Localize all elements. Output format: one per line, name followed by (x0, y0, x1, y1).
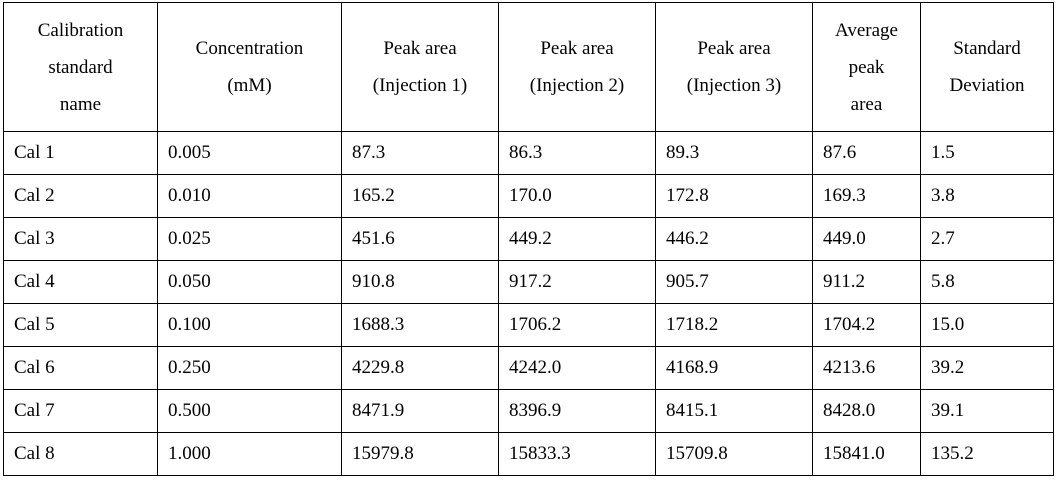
cell-standard-deviation: 15.0 (920, 303, 1054, 347)
cell-standard-deviation: 3.8 (920, 174, 1054, 218)
cell-standard-name: Cal 2 (3, 174, 158, 218)
table-body: Cal 1 0.005 87.3 86.3 89.3 87.6 1.5 Cal … (3, 131, 1054, 476)
cell-standard-name: Cal 6 (3, 346, 158, 390)
cell-average-peak-area: 1704.2 (812, 303, 921, 347)
header-line: Standard (953, 38, 1021, 59)
table-row: Cal 1 0.005 87.3 86.3 89.3 87.6 1.5 (3, 131, 1054, 175)
cell-concentration: 0.500 (157, 389, 342, 433)
cell-concentration: 0.050 (157, 260, 342, 304)
table-row: Cal 3 0.025 451.6 449.2 446.2 449.0 2.7 (3, 217, 1054, 261)
cell-standard-name: Cal 5 (3, 303, 158, 347)
cell-peak-area-3: 446.2 (655, 217, 813, 261)
cell-average-peak-area: 449.0 (812, 217, 921, 261)
cell-peak-area-3: 172.8 (655, 174, 813, 218)
cell-standard-deviation: 2.7 (920, 217, 1054, 261)
cell-standard-name: Cal 4 (3, 260, 158, 304)
cell-average-peak-area: 87.6 (812, 131, 921, 175)
header-line: Calibration (37, 19, 124, 41)
cell-peak-area-2: 449.2 (498, 217, 656, 261)
header-cell-concentration: Concentration (mM) (157, 2, 342, 132)
table-row: Cal 5 0.100 1688.3 1706.2 1718.2 1704.2 … (3, 303, 1054, 347)
cell-peak-area-3: 4168.9 (655, 346, 813, 390)
header-cell-peak-area-injection-2: Peak area (Injection 2) (498, 2, 656, 132)
cell-standard-deviation: 1.5 (920, 131, 1054, 175)
header-cell-peak-area-injection-1: Peak area (Injection 1) (341, 2, 499, 132)
cell-peak-area-1: 15979.8 (341, 432, 499, 476)
header-line: (Injection 2) (529, 75, 625, 96)
header-cell-average-peak-area: Average peak area (812, 2, 921, 132)
header-line: (Injection 1) (372, 75, 468, 96)
cell-average-peak-area: 169.3 (812, 174, 921, 218)
header-row: Calibration standard name Concentration … (3, 2, 1054, 132)
cell-standard-deviation: 5.8 (920, 260, 1054, 304)
cell-concentration: 1.000 (157, 432, 342, 476)
header-line: Deviation (949, 75, 1025, 96)
cell-peak-area-2: 8396.9 (498, 389, 656, 433)
header-cell-peak-area-injection-3: Peak area (Injection 3) (655, 2, 813, 132)
table-row: Cal 7 0.500 8471.9 8396.9 8415.1 8428.0 … (3, 389, 1054, 433)
cell-average-peak-area: 911.2 (812, 260, 921, 304)
cell-peak-area-2: 4242.0 (498, 346, 656, 390)
header-line: (mM) (227, 75, 272, 96)
cell-peak-area-3: 15709.8 (655, 432, 813, 476)
header-line: name (59, 93, 102, 115)
header-line: Concentration (195, 38, 304, 59)
header-line: Peak area (383, 38, 457, 59)
cell-peak-area-3: 89.3 (655, 131, 813, 175)
table-row: Cal 2 0.010 165.2 170.0 172.8 169.3 3.8 (3, 174, 1054, 218)
table-header: Calibration standard name Concentration … (3, 2, 1054, 132)
cell-standard-name: Cal 7 (3, 389, 158, 433)
calibration-table: Calibration standard name Concentration … (3, 2, 1054, 476)
header-cell-standard-deviation: Standard Deviation (920, 2, 1054, 132)
cell-concentration: 0.025 (157, 217, 342, 261)
cell-peak-area-3: 905.7 (655, 260, 813, 304)
cell-peak-area-1: 1688.3 (341, 303, 499, 347)
cell-peak-area-3: 1718.2 (655, 303, 813, 347)
cell-standard-name: Cal 3 (3, 217, 158, 261)
table-row: Cal 4 0.050 910.8 917.2 905.7 911.2 5.8 (3, 260, 1054, 304)
cell-average-peak-area: 15841.0 (812, 432, 921, 476)
cell-standard-deviation: 39.2 (920, 346, 1054, 390)
cell-concentration: 0.010 (157, 174, 342, 218)
header-line: Average (835, 19, 898, 41)
cell-concentration: 0.250 (157, 346, 342, 390)
cell-concentration: 0.100 (157, 303, 342, 347)
cell-peak-area-1: 451.6 (341, 217, 499, 261)
cell-peak-area-2: 1706.2 (498, 303, 656, 347)
cell-peak-area-2: 15833.3 (498, 432, 656, 476)
header-line: standard (48, 56, 113, 78)
cell-peak-area-1: 165.2 (341, 174, 499, 218)
cell-standard-name: Cal 8 (3, 432, 158, 476)
cell-peak-area-1: 87.3 (341, 131, 499, 175)
cell-peak-area-2: 917.2 (498, 260, 656, 304)
header-line: Peak area (540, 38, 614, 59)
cell-peak-area-1: 910.8 (341, 260, 499, 304)
cell-peak-area-2: 170.0 (498, 174, 656, 218)
header-line: Peak area (697, 38, 771, 59)
cell-peak-area-1: 4229.8 (341, 346, 499, 390)
cell-concentration: 0.005 (157, 131, 342, 175)
cell-peak-area-2: 86.3 (498, 131, 656, 175)
cell-average-peak-area: 8428.0 (812, 389, 921, 433)
cell-standard-deviation: 135.2 (920, 432, 1054, 476)
header-cell-calibration-standard-name: Calibration standard name (3, 2, 158, 132)
table-row: Cal 6 0.250 4229.8 4242.0 4168.9 4213.6 … (3, 346, 1054, 390)
header-line: peak (848, 56, 885, 78)
header-line: area (850, 93, 883, 115)
cell-peak-area-1: 8471.9 (341, 389, 499, 433)
header-line: (Injection 3) (686, 75, 782, 96)
table-row: Cal 8 1.000 15979.8 15833.3 15709.8 1584… (3, 432, 1054, 476)
cell-average-peak-area: 4213.6 (812, 346, 921, 390)
cell-standard-deviation: 39.1 (920, 389, 1054, 433)
cell-peak-area-3: 8415.1 (655, 389, 813, 433)
cell-standard-name: Cal 1 (3, 131, 158, 175)
